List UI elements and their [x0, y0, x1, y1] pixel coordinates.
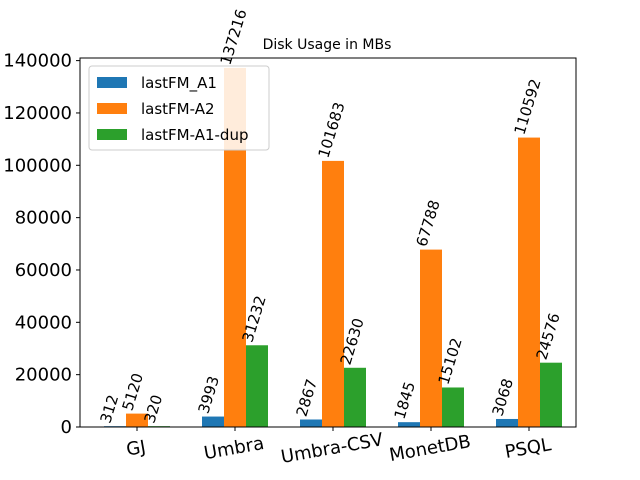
bar-lastFM_A1-Umbra-CSV: [300, 419, 322, 427]
data-label: 3993: [195, 374, 223, 416]
x-tick-label: Umbra: [202, 433, 265, 464]
chart-title: Disk Usage in MBs: [263, 37, 392, 53]
legend: lastFM_A1 lastFM-A2 lastFM-A1-dup: [88, 65, 270, 151]
bar-lastFM-A2-PSQL: [518, 137, 540, 428]
data-label: 110592: [511, 77, 545, 137]
data-label: 67788: [413, 198, 444, 249]
y-axis: 0 20000 40000 60000 80000 100000 120000 140000: [3, 51, 80, 438]
bar-lastFM_A1-MonetDB: [398, 422, 420, 427]
legend-label: lastFM-A2: [141, 100, 215, 118]
legend-label: lastFM-A1-dup: [141, 126, 248, 144]
bar-lastFM-A2-Umbra: [224, 67, 246, 428]
bar-lastFM_A1-PSQL: [496, 418, 518, 427]
legend-swatch: [97, 129, 127, 140]
x-tick-label: PSQL: [503, 434, 552, 463]
x-tick-label: Umbra-CSV: [279, 429, 385, 468]
bar-lastFM-A1-dup-Umbra: [246, 345, 268, 427]
data-label: 1845: [391, 380, 419, 422]
bar-lastFM_A1-Umbra: [202, 416, 224, 427]
bar-lastFM-A1-dup-Umbra-CSV: [344, 367, 366, 427]
legend-label: lastFM_A1: [141, 74, 217, 93]
bars-layer: [104, 67, 562, 428]
y-tick-label: 140000: [3, 51, 72, 72]
y-tick-label: 20000: [15, 365, 72, 386]
legend-swatch: [97, 103, 127, 114]
data-label: 312: [97, 393, 123, 426]
bar-lastFM-A1-dup-MonetDB: [442, 387, 464, 427]
legend-box: [88, 65, 270, 151]
bar-lastFM-A2-Umbra-CSV: [322, 160, 344, 427]
data-label: 101683: [315, 100, 349, 160]
y-tick-label: 40000: [15, 312, 72, 333]
y-tick-label: 80000: [15, 208, 72, 229]
x-tick-label: MonetDB: [388, 431, 473, 466]
data-label: 320: [141, 393, 167, 426]
y-tick-label: 0: [61, 417, 72, 438]
y-tick-label: 120000: [3, 103, 72, 124]
axes-frame: [79, 57, 577, 428]
x-axis: GJ Umbra Umbra-CSV MonetDB PSQL: [125, 427, 553, 468]
data-label: 5120: [119, 371, 147, 413]
bar-lastFM-A1-dup-PSQL: [540, 362, 562, 427]
y-tick-label: 100000: [3, 155, 72, 176]
bar-lastFM-A2-GJ: [126, 413, 148, 427]
bar-lastFM-A2-MonetDB: [420, 249, 442, 427]
data-label: 2867: [293, 377, 321, 419]
x-tick-label: GJ: [125, 437, 148, 461]
y-tick-label: 60000: [15, 260, 72, 281]
legend-swatch: [97, 77, 127, 88]
data-label: 3068: [489, 376, 517, 418]
